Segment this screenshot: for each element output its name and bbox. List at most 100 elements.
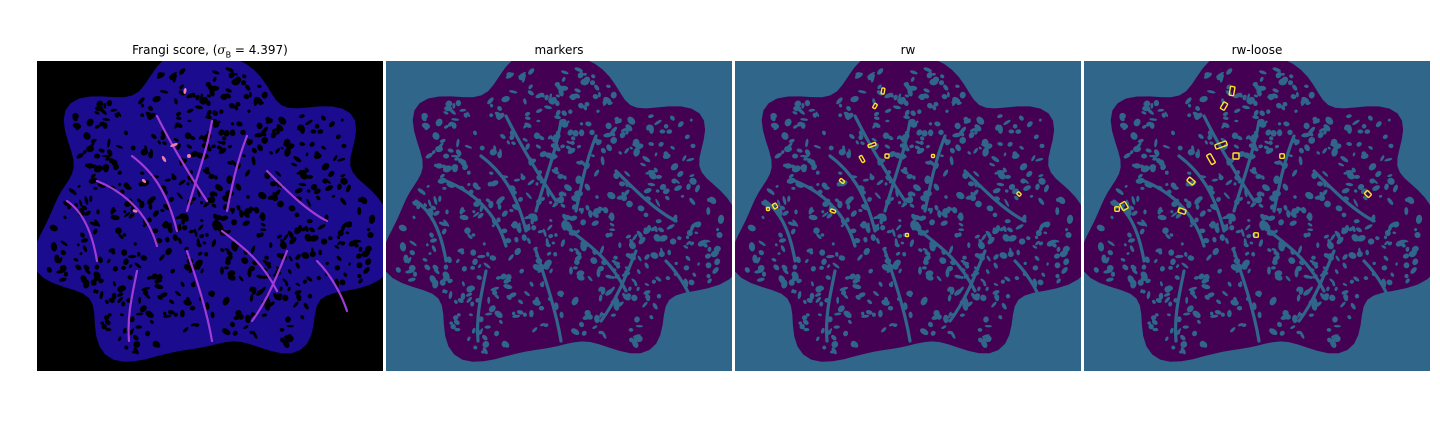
- pore: [1255, 173, 1262, 180]
- pore: [1115, 188, 1124, 195]
- pore: [257, 144, 263, 152]
- pore: [655, 189, 660, 193]
- pore: [535, 92, 545, 99]
- pore: [999, 252, 1008, 259]
- pore: [1184, 251, 1188, 257]
- pore: [1267, 248, 1272, 252]
- pore: [1326, 241, 1334, 250]
- vessel-group: [414, 114, 698, 343]
- pore: [280, 146, 284, 150]
- pore: [448, 108, 456, 115]
- pore: [1244, 251, 1250, 256]
- vessel: [414, 199, 448, 263]
- pore: [576, 274, 585, 281]
- pore: [1222, 116, 1229, 120]
- pore: [136, 198, 142, 203]
- pore: [325, 185, 333, 191]
- pore: [477, 212, 484, 219]
- pore: [584, 101, 590, 107]
- pore: [438, 195, 442, 202]
- pore: [686, 157, 695, 162]
- pore: [276, 124, 284, 132]
- pore: [906, 173, 913, 180]
- pore: [133, 334, 139, 341]
- pore: [234, 72, 238, 76]
- pore: [920, 328, 929, 336]
- pore: [1277, 122, 1282, 126]
- pore: [1415, 214, 1423, 224]
- pore: [527, 179, 535, 186]
- pore: [230, 122, 235, 126]
- pore: [954, 274, 963, 279]
- pore: [941, 94, 948, 100]
- pore: [175, 122, 183, 128]
- pore: [930, 330, 936, 336]
- pore: [121, 265, 126, 270]
- panel-title-frangi: Frangi score, (σB = 4.397): [132, 43, 288, 60]
- pore: [1141, 219, 1148, 227]
- pore: [1146, 108, 1154, 115]
- pore: [643, 290, 651, 295]
- pore: [1375, 170, 1382, 178]
- pore: [1107, 240, 1115, 247]
- pore: [443, 264, 449, 270]
- pore: [277, 200, 284, 208]
- pore: [1401, 241, 1405, 246]
- pore: [1038, 197, 1045, 205]
- pore: [896, 224, 902, 231]
- pore: [1283, 121, 1290, 127]
- pore: [689, 177, 697, 185]
- pore: [102, 118, 111, 121]
- pore: [674, 185, 682, 191]
- pore: [975, 200, 982, 208]
- pore: [101, 323, 107, 330]
- pore: [871, 312, 876, 317]
- pore: [797, 291, 802, 300]
- pore: [794, 209, 798, 215]
- pore: [240, 129, 246, 136]
- pore: [1242, 94, 1247, 101]
- pore: [1336, 236, 1344, 245]
- pore: [1007, 250, 1014, 258]
- pore: [442, 271, 450, 279]
- pore: [235, 309, 242, 317]
- pore: [395, 267, 401, 273]
- pore: [122, 327, 127, 334]
- pore: [822, 345, 827, 350]
- pore: [1353, 198, 1359, 207]
- pore: [982, 147, 989, 157]
- pore: [443, 219, 450, 227]
- pore: [283, 334, 292, 338]
- pore: [522, 312, 527, 317]
- pore: [623, 189, 630, 197]
- pore: [592, 94, 599, 100]
- pore: [1131, 210, 1138, 216]
- pore: [576, 160, 584, 165]
- pore: [525, 143, 530, 150]
- pore: [643, 212, 649, 218]
- pore: [227, 144, 233, 149]
- pore: [1193, 276, 1200, 280]
- pore: [593, 169, 600, 177]
- pore: [655, 198, 661, 207]
- pore: [884, 92, 894, 99]
- pore: [1372, 261, 1376, 265]
- pore: [1308, 130, 1314, 137]
- pore: [901, 202, 908, 208]
- pore: [510, 223, 517, 228]
- pore: [316, 276, 322, 281]
- pore: [625, 124, 633, 132]
- vessel: [1362, 259, 1396, 313]
- pore: [770, 122, 780, 129]
- pore: [1165, 336, 1169, 342]
- pore: [1169, 233, 1174, 237]
- pore: [1187, 255, 1195, 261]
- pore: [76, 243, 80, 247]
- pore: [165, 247, 172, 256]
- pore: [810, 281, 814, 287]
- pore: [761, 215, 765, 220]
- vessel: [574, 134, 598, 213]
- pore: [594, 314, 600, 324]
- pore: [850, 340, 857, 348]
- pore: [367, 228, 371, 232]
